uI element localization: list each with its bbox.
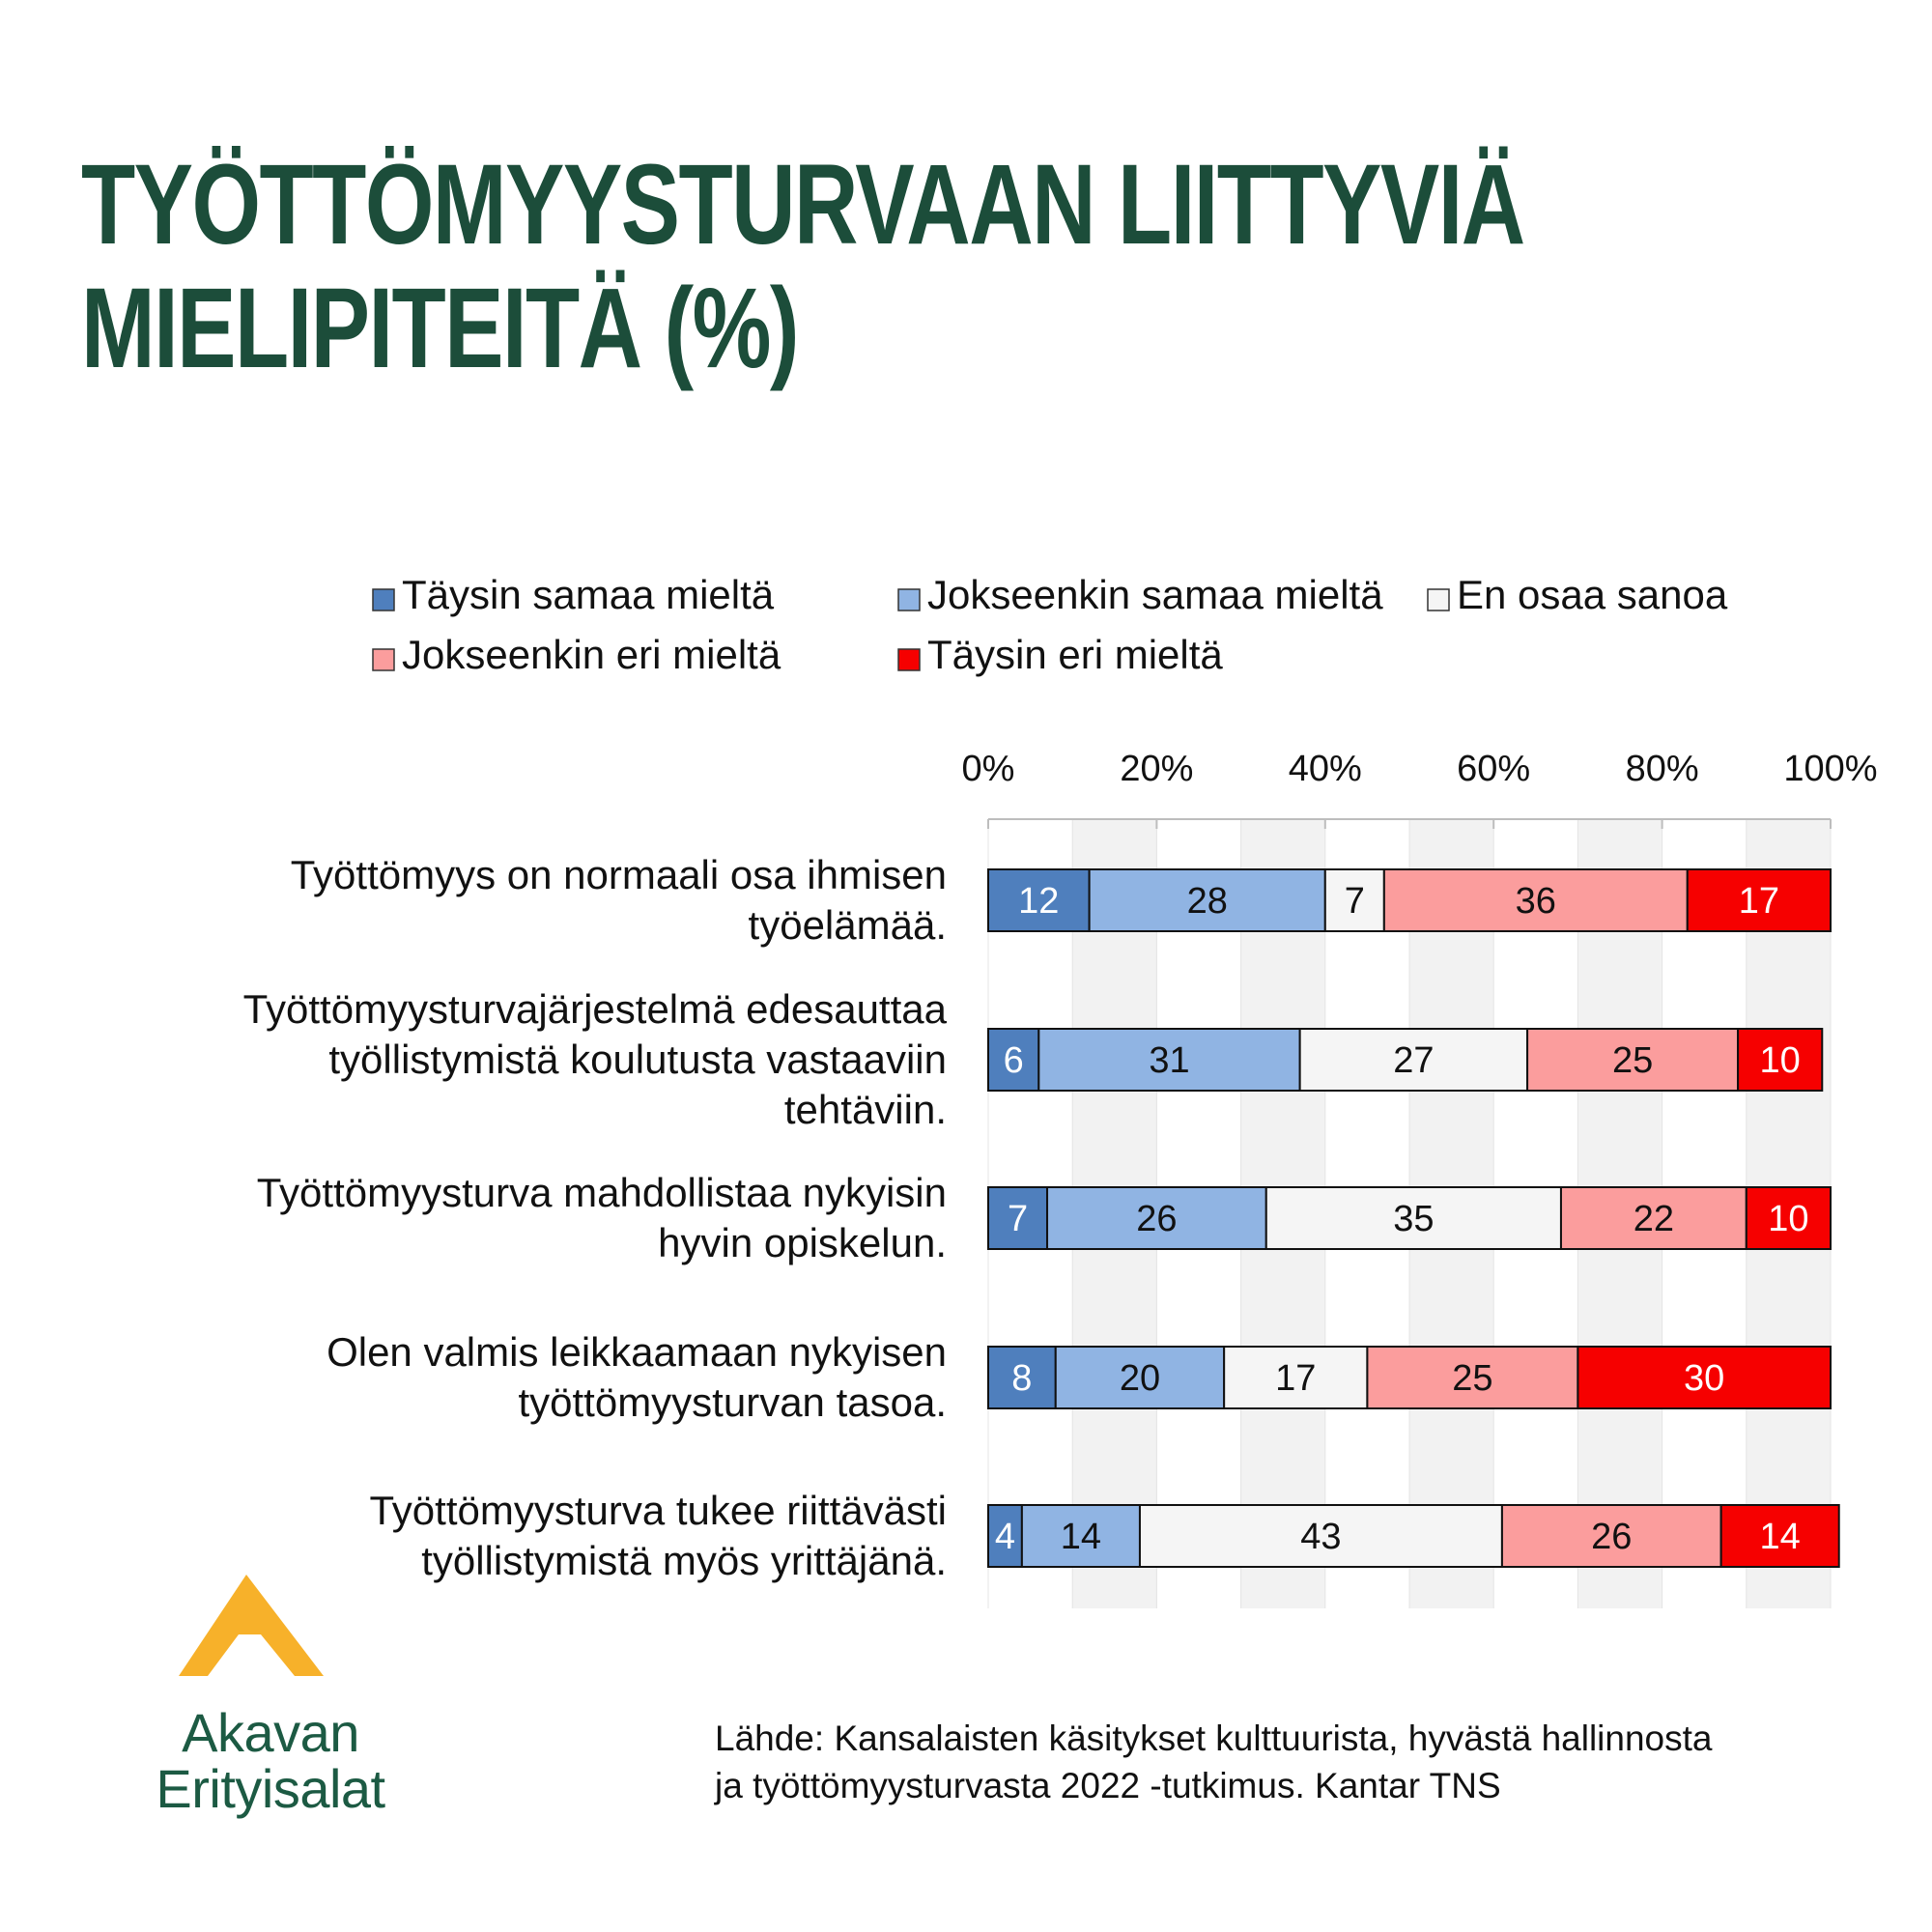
category-label: Työttömyysturva tukee riittävästi — [369, 1488, 947, 1533]
bar-value-label: 25 — [1612, 1040, 1653, 1081]
category-label: Työttömyysturva mahdollistaa nykyisin — [257, 1170, 947, 1215]
stacked-bar-chart: 0% 20% 40% 60% 80% 100% 12 28 7 36 17 Työttömyys on… — [243, 572, 1878, 1608]
category-label: hyvin opiskelun. — [658, 1220, 947, 1265]
bar-value-label: 20 — [1120, 1358, 1160, 1399]
bar-segment — [987, 1028, 1040, 1092]
bar-value-label: 10 — [1760, 1040, 1801, 1081]
legend-swatch — [372, 648, 395, 671]
bar-segment — [1382, 868, 1689, 932]
bar-segment — [1037, 1028, 1301, 1092]
bar-segment — [1577, 1346, 1833, 1409]
bar-value-label: 26 — [1591, 1517, 1632, 1557]
bar-value-label: 14 — [1061, 1517, 1101, 1557]
bar-segment — [1737, 1028, 1824, 1092]
legend-label: Jokseenkin samaa mieltä — [927, 572, 1383, 617]
x-tick-label: 100% — [1783, 749, 1877, 789]
legend-label: Jokseenkin eri mieltä — [402, 632, 781, 677]
logo-text-line-1: Akavan — [182, 1702, 359, 1763]
bar-segment — [1559, 1186, 1747, 1250]
category-label: Olen valmis leikkaamaan nykyisen — [327, 1329, 947, 1375]
bar-value-label: 30 — [1684, 1358, 1724, 1399]
category-label: työttömyysturvan tasoa. — [518, 1379, 947, 1425]
x-tick-label: 0% — [962, 749, 1015, 789]
x-tick-label: 40% — [1289, 749, 1362, 789]
source-note: Lähde: Kansalaisten käsitykset kulttuuri… — [715, 1715, 1874, 1809]
bar-value-label: 22 — [1634, 1199, 1674, 1239]
category-label: Työttömyysturvajärjestelmä edesauttaa — [243, 986, 948, 1032]
x-tick-label: 80% — [1626, 749, 1699, 789]
bar-value-label: 28 — [1187, 881, 1228, 922]
legend-swatch — [1427, 588, 1450, 611]
chart-title: TYÖTTÖMYYSTURVAAN LIITTYVIÄ MIELIPITEITÄ… — [81, 141, 1525, 392]
legend-label: Täysin samaa mieltä — [402, 572, 775, 617]
legend-swatch — [897, 588, 921, 611]
bar-segment — [1686, 868, 1833, 932]
bar-value-label: 17 — [1275, 1358, 1316, 1399]
category-label: työllistymistä myös yrittäjänä. — [421, 1538, 947, 1583]
akavan-erityisalat-logo: Akavan Erityisalat — [111, 1575, 430, 1826]
bar-segment — [1323, 868, 1385, 932]
bar-value-label: 36 — [1516, 881, 1556, 922]
bar-value-label: 6 — [1004, 1040, 1024, 1081]
legend-swatch — [897, 648, 921, 671]
bar-segment — [987, 1346, 1057, 1409]
bar-value-label: 35 — [1393, 1199, 1434, 1239]
legend-label: Täysin eri mieltä — [927, 632, 1223, 677]
source-line-2: ja työttömyysturvasta 2022 -tutkimus. Ka… — [715, 1766, 1501, 1805]
bar-value-label: 17 — [1739, 881, 1779, 922]
category-label: tehtäviin. — [784, 1087, 947, 1132]
bar-segment — [1020, 1504, 1141, 1568]
bar-value-label: 8 — [1011, 1358, 1032, 1399]
legend-label: En osaa sanoa — [1457, 572, 1728, 617]
bar-segment — [1264, 1186, 1562, 1250]
bar-value-label: 43 — [1300, 1517, 1341, 1557]
chart-title-line-2: MIELIPITEITÄ (%) — [81, 265, 800, 392]
bar-segment — [1088, 868, 1326, 932]
bar-value-label: 12 — [1018, 881, 1059, 922]
x-tick-label: 60% — [1457, 749, 1530, 789]
bar-segment — [987, 1504, 1023, 1568]
bar-value-label: 4 — [995, 1517, 1015, 1557]
category-label: Työttömyys on normaali osa ihmisen — [291, 852, 947, 897]
bar-segment — [1054, 1346, 1226, 1409]
bar-value-label: 7 — [1345, 881, 1365, 922]
bar-value-label: 26 — [1136, 1199, 1177, 1239]
bar-segment — [1745, 1186, 1833, 1250]
bar-value-label: 27 — [1393, 1040, 1434, 1081]
chart-title-line-1: TYÖTTÖMYYSTURVAAN LIITTYVIÄ — [81, 141, 1525, 269]
x-tick-label: 20% — [1120, 749, 1193, 789]
bar-value-label: 31 — [1149, 1040, 1189, 1081]
bar-segment — [987, 868, 1091, 932]
bar-value-label: 10 — [1768, 1199, 1808, 1239]
category-label: työllistymistä koulutusta vastaaviin — [328, 1037, 947, 1082]
bar-value-label: 25 — [1452, 1358, 1492, 1399]
bar-segment — [1719, 1504, 1840, 1568]
logo-text-line-2: Erityisalat — [156, 1758, 385, 1819]
source-line-1: Lähde: Kansalaisten käsitykset kulttuuri… — [715, 1719, 1713, 1758]
logo-mark-icon — [179, 1575, 324, 1676]
bar-segment — [1500, 1504, 1722, 1568]
legend-swatch — [372, 588, 395, 611]
bar-segment — [1298, 1028, 1529, 1092]
bar-segment — [1046, 1186, 1267, 1250]
bar-value-label: 7 — [1008, 1199, 1028, 1239]
bar-value-label: 14 — [1760, 1517, 1801, 1557]
bar-segment — [1526, 1028, 1740, 1092]
category-label: työelämää. — [749, 902, 947, 948]
